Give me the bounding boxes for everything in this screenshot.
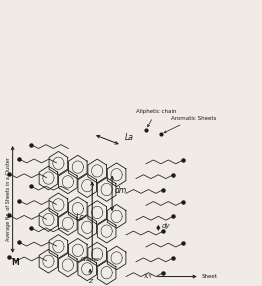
Text: Average No. of Sheets in a Cluster: Average No. of Sheets in a Cluster <box>6 157 11 241</box>
Text: dy: dy <box>161 223 170 229</box>
Text: Lc: Lc <box>76 213 85 222</box>
Text: Z: Z <box>88 279 92 284</box>
Text: X,Y: X,Y <box>144 274 153 279</box>
Text: Sheet: Sheet <box>202 274 217 279</box>
Text: Cluster: Cluster <box>80 257 100 262</box>
Text: dm: dm <box>115 186 127 195</box>
Text: M: M <box>12 257 19 267</box>
Text: Aliphetic chain: Aliphetic chain <box>136 110 176 127</box>
Text: La: La <box>124 133 133 142</box>
Text: Aromatic Sheets: Aromatic Sheets <box>164 116 216 133</box>
